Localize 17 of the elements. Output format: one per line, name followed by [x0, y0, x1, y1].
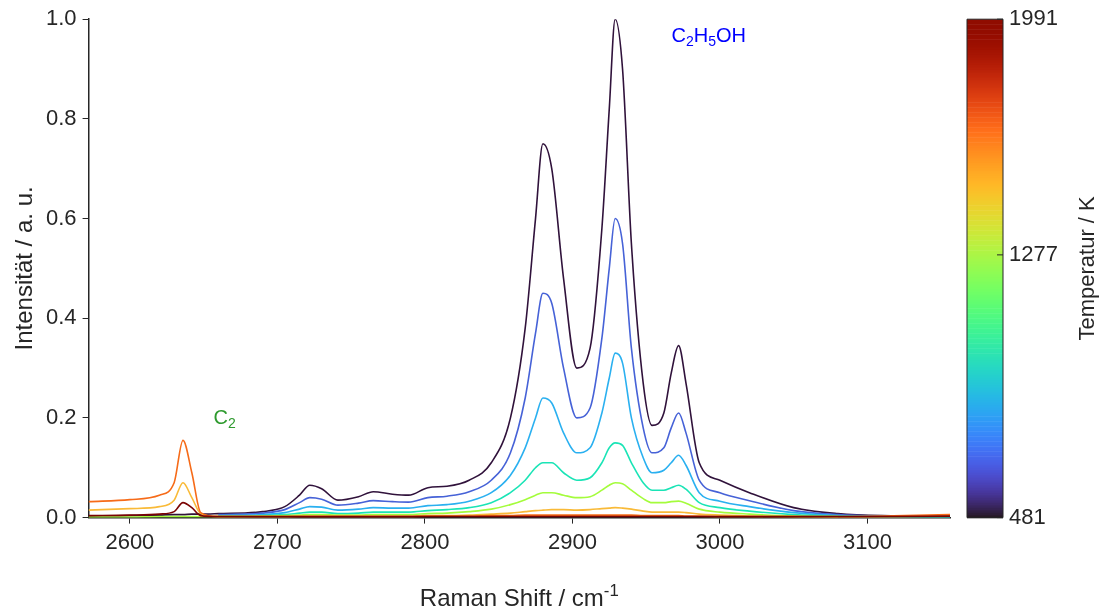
- x-tick-label: 2700: [252, 528, 302, 554]
- x-tick-label: 2600: [105, 528, 155, 554]
- color-bar-label: 1991: [1009, 5, 1058, 31]
- x-tick-label: 3000: [695, 528, 745, 554]
- color-bar-label: 481: [1009, 503, 1046, 529]
- y-axis-title: Intensität / a. u.: [10, 186, 37, 351]
- x-tick-label: 2900: [547, 528, 597, 554]
- x-tick-label: 3100: [842, 528, 892, 554]
- y-tick-label: 0.4: [45, 304, 77, 330]
- y-tick-label: 0.2: [45, 403, 77, 429]
- y-tick-label: 0.8: [45, 104, 77, 130]
- x-tick-label: 2800: [400, 528, 450, 554]
- y-tick-label: 0.0: [45, 503, 77, 529]
- color-bar-title: Temperatur / K: [1074, 195, 1099, 341]
- y-tick-label: 0.6: [45, 204, 77, 230]
- y-tick-label: 1.0: [45, 5, 77, 31]
- color-bar-label: 1277: [1009, 240, 1058, 266]
